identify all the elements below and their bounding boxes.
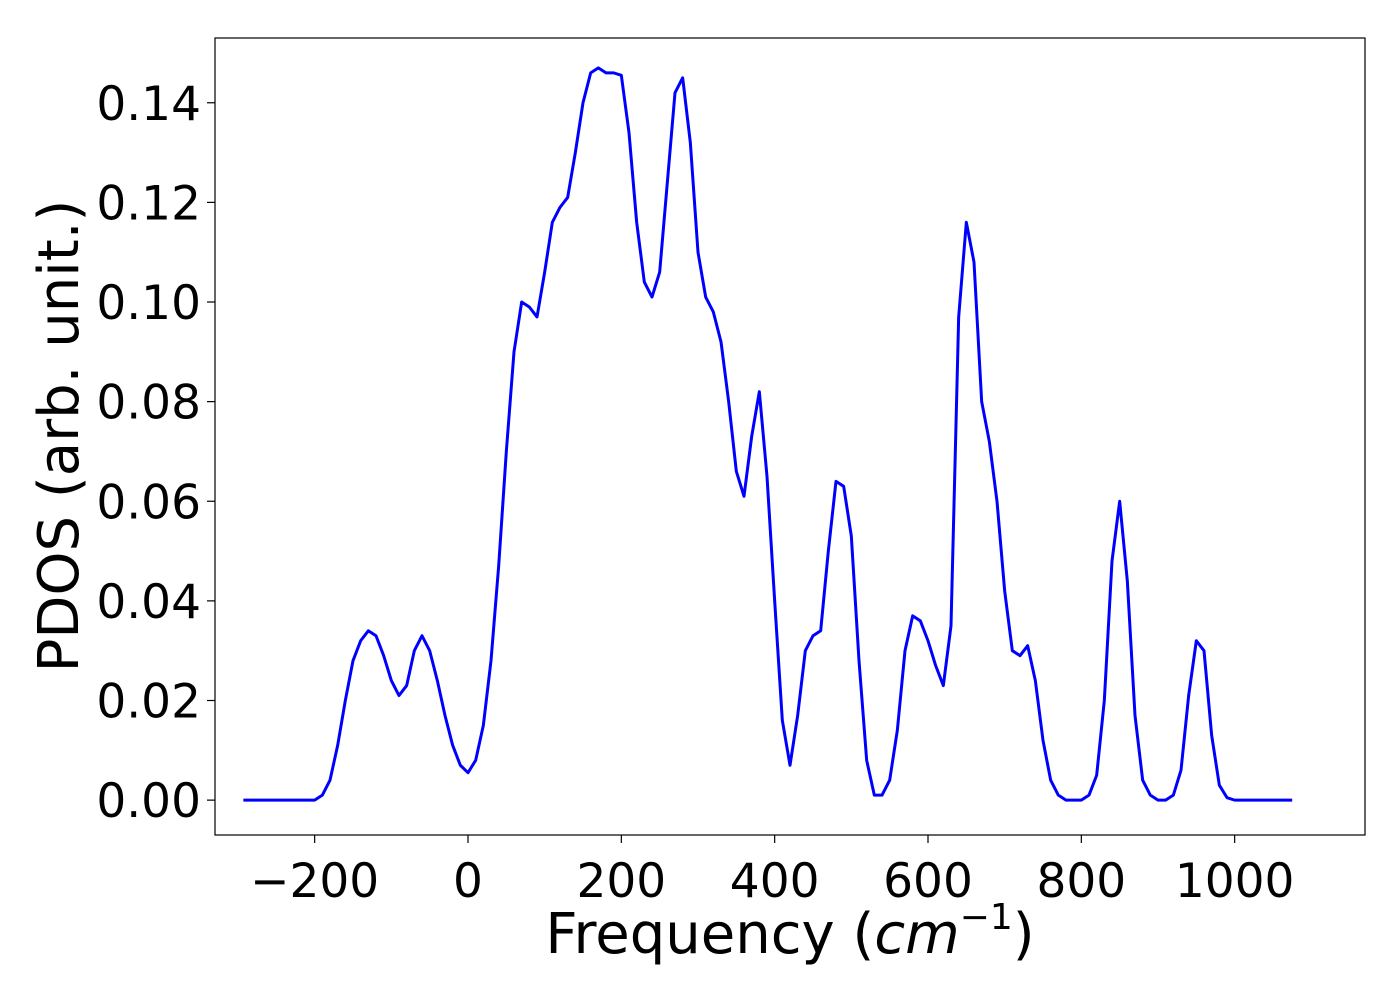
y-tick-label: 0.10 bbox=[96, 276, 201, 331]
y-tick-label: 0.04 bbox=[96, 575, 201, 630]
x-tick-label: 800 bbox=[1036, 854, 1126, 909]
y-axis-ticks: 0.00 0.02 0.04 0.06 0.08 0.10 0.12 0.14 bbox=[96, 77, 215, 829]
y-tick-label: 0.06 bbox=[96, 475, 201, 530]
x-axis-label: Frequency (cm−1) bbox=[545, 897, 1034, 967]
x-tick-label: −200 bbox=[250, 854, 379, 909]
x-axis-ticks: −200 0 200 400 600 800 1000 bbox=[250, 835, 1294, 909]
x-tick-label: 0 bbox=[453, 854, 483, 909]
y-tick-label: 0.08 bbox=[96, 376, 201, 431]
y-tick-label: 0.14 bbox=[96, 77, 201, 132]
x-axis-label-text: Frequency bbox=[545, 902, 834, 967]
x-tick-label: 1000 bbox=[1175, 854, 1295, 909]
y-tick-label: 0.12 bbox=[96, 176, 201, 231]
x-axis-label-unit: cm bbox=[874, 902, 959, 967]
pdos-series-line bbox=[243, 66, 1293, 802]
y-tick-label: 0.00 bbox=[96, 774, 201, 829]
x-tick-label: 400 bbox=[730, 854, 820, 909]
y-axis-label: PDOS (arb. unit.) bbox=[27, 200, 92, 673]
y-tick-label: 0.02 bbox=[96, 675, 201, 730]
x-tick-label: 200 bbox=[576, 854, 666, 909]
x-axis-label-exponent: −1 bbox=[960, 897, 1013, 938]
plot-frame bbox=[214, 37, 1366, 836]
x-tick-label: 600 bbox=[883, 854, 973, 909]
